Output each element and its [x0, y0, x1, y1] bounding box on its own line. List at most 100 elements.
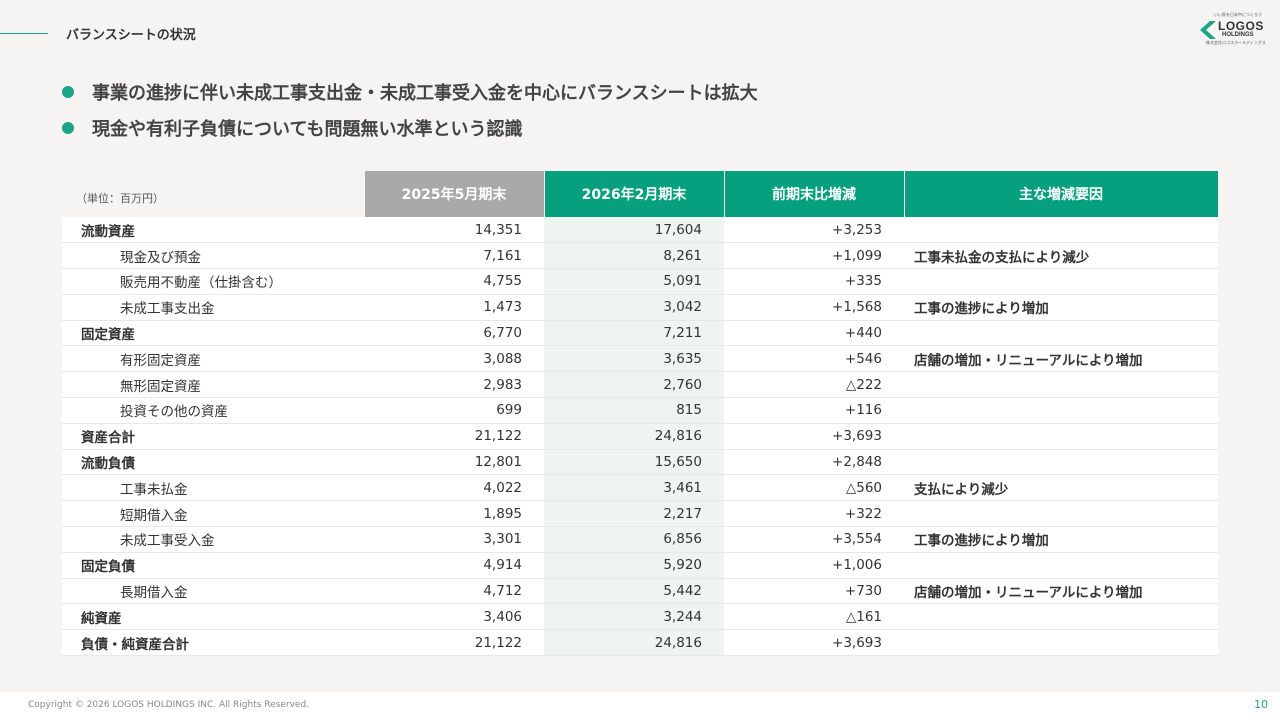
table-row: 現金及び預金 7,161 8,261 +1,099 工事未払金の支払により減少 — [62, 242, 1218, 270]
cell-reason: 店舗の増加・リニューアルにより増加 — [904, 345, 1218, 373]
row-label: 販売用不動産（仕掛含む） — [62, 268, 364, 295]
cell-current-value: 17,604 — [544, 217, 724, 244]
section-title: バランスシートの状況 — [66, 28, 196, 43]
cell-reason: 店舗の増加・リニューアルにより増加 — [904, 578, 1218, 605]
cell-prev-value: 3,088 — [364, 345, 544, 373]
row-label: 投資その他の資産 — [62, 397, 364, 424]
cell-reason — [904, 423, 1218, 450]
cell-current-value: 5,920 — [544, 552, 724, 579]
column-header-diff: 前期末比増減 — [724, 171, 905, 217]
cell-reason — [904, 552, 1218, 579]
cell-diff-value: +3,253 — [724, 217, 904, 244]
cell-diff-value: +322 — [724, 500, 904, 528]
cell-prev-value: 7,161 — [364, 242, 544, 270]
row-label: 固定負債 — [62, 552, 364, 579]
table-row: 未成工事支出金 1,473 3,042 +1,568 工事の進捗により増加 — [62, 294, 1218, 321]
row-label: 固定資産 — [62, 320, 364, 347]
table-row: 流動資産 14,351 17,604 +3,253 — [62, 217, 1218, 244]
cell-current-value: 6,856 — [544, 526, 724, 553]
cell-diff-value: +546 — [724, 345, 904, 373]
copyright-text: Copyright © 2026 LOGOS HOLDINGS INC. All… — [28, 700, 310, 710]
cell-diff-value: △560 — [724, 474, 904, 502]
cell-prev-value: 2,983 — [364, 371, 544, 399]
cell-prev-value: 699 — [364, 397, 544, 424]
cell-prev-value: 4,755 — [364, 268, 544, 295]
cell-reason — [904, 268, 1218, 295]
balance-sheet-table: （単位：百万円） 2025年5月期末 2026年2月期末 前期末比増減 主な増減… — [62, 171, 1219, 657]
column-header-current: 2026年2月期末 — [544, 171, 725, 217]
cell-diff-value: +3,693 — [724, 423, 904, 450]
table-row: 負債・純資産合計 21,122 24,816 +3,693 — [62, 629, 1218, 657]
table-row: 販売用不動産（仕掛含む） 4,755 5,091 +335 — [62, 268, 1218, 295]
cell-reason — [904, 500, 1218, 528]
cell-reason — [904, 371, 1218, 399]
cell-reason: 工事の進捗により増加 — [904, 526, 1218, 553]
table-body: 流動資産 14,351 17,604 +3,253 現金及び預金 7,161 8,261 +1… — [62, 217, 1218, 657]
cell-current-value: 8,261 — [544, 242, 724, 270]
cell-current-value: 3,244 — [544, 603, 724, 631]
cell-current-value: 24,816 — [544, 629, 724, 657]
cell-current-value: 3,042 — [544, 294, 724, 321]
cell-current-value: 7,211 — [544, 320, 724, 347]
logo-chevron-icon — [1200, 21, 1216, 39]
cell-current-value: 5,091 — [544, 268, 724, 295]
cell-diff-value: +1,099 — [724, 242, 904, 270]
cell-reason — [904, 449, 1218, 476]
table-row: 純資産 3,406 3,244 △161 — [62, 603, 1218, 631]
cell-reason — [904, 397, 1218, 424]
cell-reason: 支払により減少 — [904, 474, 1218, 502]
cell-diff-value: +335 — [724, 268, 904, 295]
header-accent-line — [0, 33, 48, 34]
table-row: 無形固定資産 2,983 2,760 △222 — [62, 371, 1218, 399]
row-label: 流動負債 — [62, 449, 364, 476]
logo-tagline: いい家を日本中につくろう — [1214, 12, 1262, 17]
row-label: 純資産 — [62, 603, 364, 631]
logo-sub: HOLDINGS — [1222, 32, 1254, 38]
cell-prev-value: 3,301 — [364, 526, 544, 553]
row-label: 未成工事支出金 — [62, 294, 364, 321]
table-header-row: （単位：百万円） 2025年5月期末 2026年2月期末 前期末比増減 主な増減… — [62, 171, 1219, 217]
bullet-text: 現金や有利子負債についても問題無い水準という認識 — [92, 119, 523, 140]
cell-current-value: 3,461 — [544, 474, 724, 502]
cell-prev-value: 12,801 — [364, 449, 544, 476]
unit-label: （単位：百万円） — [62, 171, 365, 217]
cell-prev-value: 4,712 — [364, 578, 544, 605]
cell-current-value: 24,816 — [544, 423, 724, 450]
cell-diff-value: +730 — [724, 578, 904, 605]
cell-prev-value: 1,473 — [364, 294, 544, 321]
row-label: 現金及び預金 — [62, 242, 364, 270]
cell-reason: 工事の進捗により増加 — [904, 294, 1218, 321]
cell-diff-value: △222 — [724, 371, 904, 399]
summary-bullets: 事業の進捗に伴い未成工事支出金・未成工事受入金を中心にバランスシートは拡大 現金… — [62, 74, 758, 146]
cell-prev-value: 21,122 — [364, 629, 544, 657]
cell-current-value: 815 — [544, 397, 724, 424]
table-row: 有形固定資産 3,088 3,635 +546 店舗の増加・リニューアルにより増加 — [62, 345, 1218, 373]
page-number: 10 — [1254, 698, 1268, 711]
row-label: 無形固定資産 — [62, 371, 364, 399]
cell-reason: 工事未払金の支払により減少 — [904, 242, 1218, 270]
cell-prev-value: 21,122 — [364, 423, 544, 450]
row-label: 長期借入金 — [62, 578, 364, 605]
footer: Copyright © 2026 LOGOS HOLDINGS INC. All… — [0, 692, 1280, 720]
cell-diff-value: +440 — [724, 320, 904, 347]
cell-prev-value: 3,406 — [364, 603, 544, 631]
column-header-reason: 主な増減要因 — [904, 171, 1219, 217]
row-label: 未成工事受入金 — [62, 526, 364, 553]
cell-current-value: 2,217 — [544, 500, 724, 528]
table-row: 未成工事受入金 3,301 6,856 +3,554 工事の進捗により増加 — [62, 526, 1218, 553]
cell-diff-value: +3,693 — [724, 629, 904, 657]
table-row: 長期借入金 4,712 5,442 +730 店舗の増加・リニューアルにより増加 — [62, 578, 1218, 605]
cell-prev-value: 1,895 — [364, 500, 544, 528]
bullet-text: 事業の進捗に伴い未成工事支出金・未成工事受入金を中心にバランスシートは拡大 — [92, 83, 758, 104]
logo-name: LOGOS — [1218, 19, 1264, 33]
cell-diff-value: +1,568 — [724, 294, 904, 321]
cell-reason — [904, 320, 1218, 347]
bullet-item: 現金や有利子負債についても問題無い水準という認識 — [62, 110, 758, 146]
cell-current-value: 15,650 — [544, 449, 724, 476]
row-label: 有形固定資産 — [62, 345, 364, 373]
cell-diff-value: +116 — [724, 397, 904, 424]
cell-reason — [904, 217, 1218, 244]
bullet-item: 事業の進捗に伴い未成工事支出金・未成工事受入金を中心にバランスシートは拡大 — [62, 74, 758, 110]
company-logo: いい家を日本中につくろう LOGOS HOLDINGS 株式会社ロゴスホールディ… — [1198, 12, 1268, 48]
row-label: 短期借入金 — [62, 500, 364, 528]
